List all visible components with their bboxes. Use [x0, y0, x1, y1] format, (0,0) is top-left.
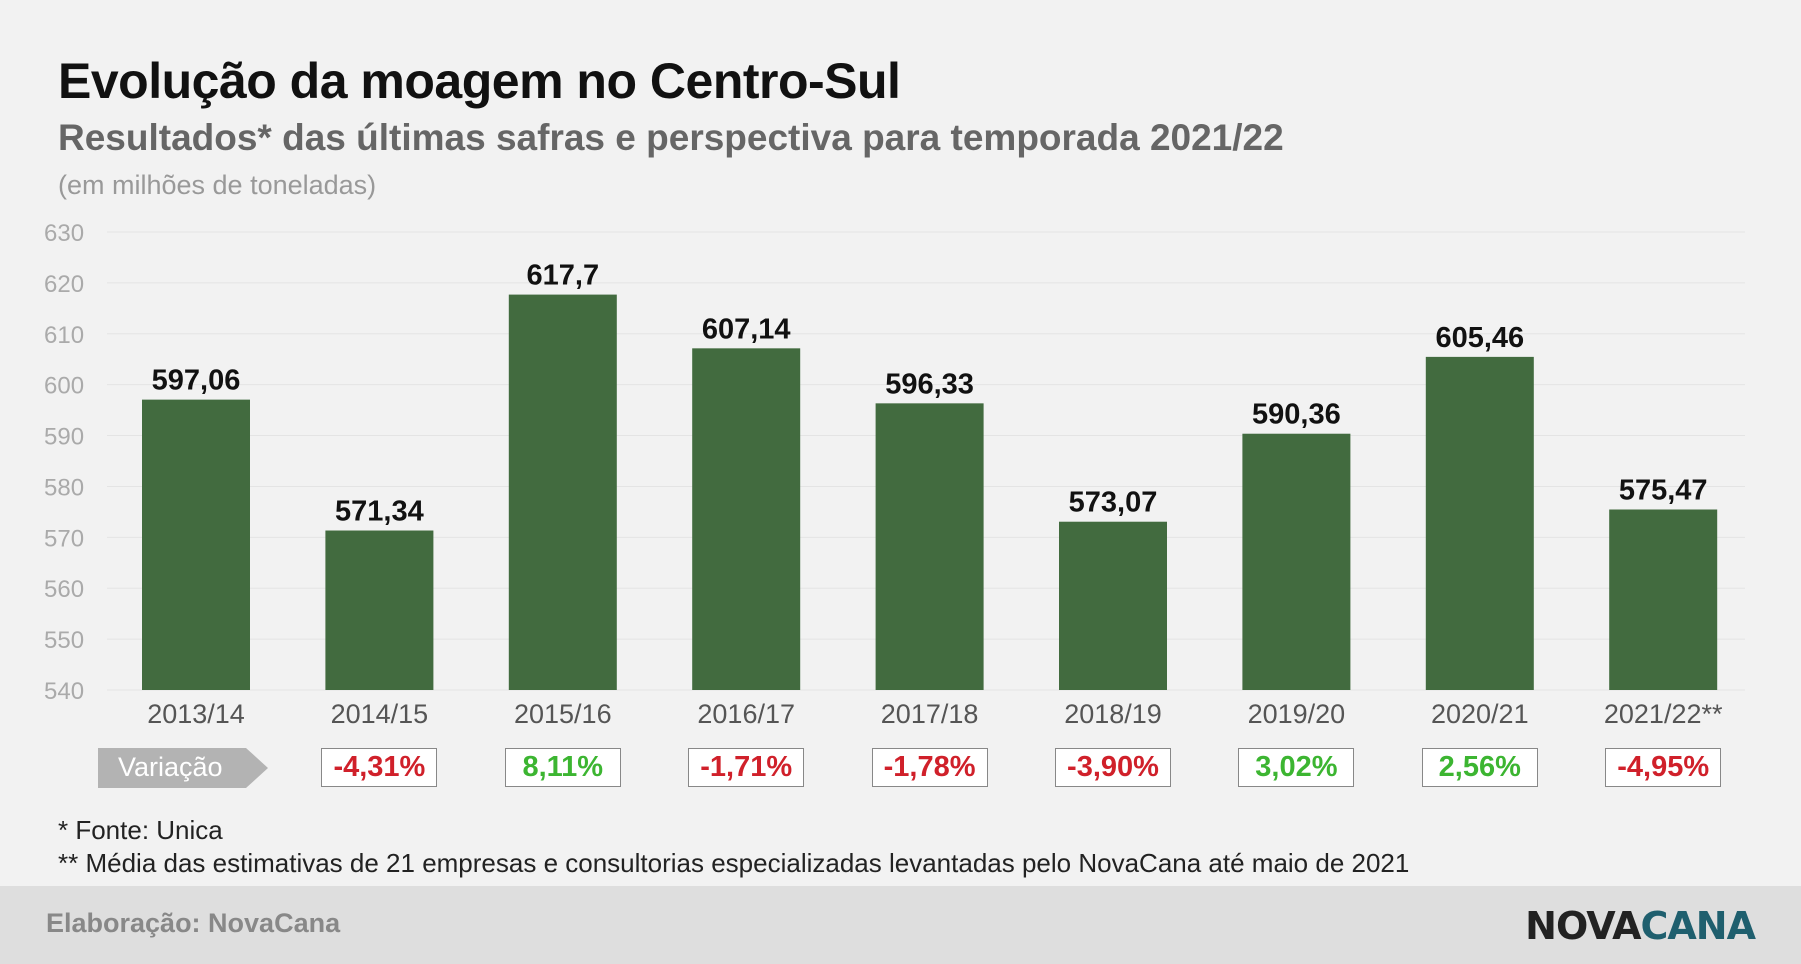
variation-value: -4,31% [321, 748, 438, 787]
footer-bar: Elaboração: NovaCana NOVACANA [0, 886, 1801, 964]
y-tick-label: 580 [44, 474, 84, 501]
y-tick-label: 590 [44, 424, 84, 451]
chart-subtitle: Resultados* das últimas safras e perspec… [58, 117, 1284, 158]
bar-value-label: 596,33 [885, 368, 974, 400]
bar [508, 294, 617, 690]
x-tick-label: 2021/22** [1604, 699, 1723, 729]
y-tick-label: 540 [44, 678, 84, 705]
y-tick-label: 600 [44, 373, 84, 400]
variation-tag-shape [98, 748, 268, 788]
y-tick-label: 570 [44, 525, 84, 552]
variation-tag: Variação [98, 748, 268, 788]
variation-value: 2,56% [1421, 748, 1538, 787]
bar-chart: 540 550 560 570 580 590 600 610 620 630 597,06 2013… [44, 220, 1745, 729]
bar-value-label: 575,47 [1619, 474, 1708, 506]
y-tick-label: 550 [44, 627, 84, 654]
chart-title: Evolução da moagem no Centro-Sul [58, 53, 901, 109]
x-tick-label: 2013/14 [147, 699, 245, 729]
variation-value: -4,95% [1605, 748, 1722, 787]
bar [325, 530, 434, 690]
bar [692, 348, 801, 690]
variation-value: -1,71% [688, 748, 805, 787]
estimate-note: ** Média das estimativas de 21 empresas … [58, 848, 1410, 878]
x-tick-label: 2017/18 [881, 699, 979, 729]
x-tick-label: 2014/15 [331, 699, 429, 729]
x-tick-label: 2015/16 [514, 699, 612, 729]
x-tick-label: 2020/21 [1431, 699, 1529, 729]
unit-note: (em milhões de toneladas) [58, 170, 377, 200]
bar-value-label: 590,36 [1252, 399, 1341, 431]
bar-value-label: 617,7 [527, 260, 600, 292]
bar-value-label: 571,34 [335, 496, 424, 528]
x-tick-label: 2016/17 [697, 699, 795, 729]
variation-value: -1,78% [871, 748, 988, 787]
bar-value-label: 597,06 [152, 365, 241, 397]
bar-value-label: 607,14 [702, 313, 791, 345]
variation-value: 3,02% [1238, 748, 1355, 787]
bar [142, 399, 250, 690]
bar [1609, 509, 1718, 690]
variation-value: -3,90% [1055, 748, 1171, 787]
x-tick-label: 2019/20 [1248, 699, 1346, 729]
bar-value-label: 605,46 [1435, 322, 1524, 354]
variation-value: 8,11% [504, 748, 621, 787]
y-tick-label: 630 [44, 220, 84, 247]
bar [1242, 433, 1351, 690]
y-tick-label: 620 [44, 271, 84, 298]
bar [1425, 356, 1534, 690]
novacana-logo: NOVACANA [1525, 904, 1756, 948]
bar-value-label: 573,07 [1069, 487, 1158, 519]
y-tick-label: 610 [44, 322, 84, 349]
logo-part-nova: NOVA [1525, 904, 1641, 948]
logo-part-cana: CANA [1640, 904, 1756, 948]
variation-label: Variação [118, 752, 223, 782]
footer-credit: Elaboração: NovaCana [46, 908, 341, 938]
y-tick-label: 560 [44, 576, 84, 603]
bar [1059, 521, 1167, 690]
x-tick-label: 2018/19 [1064, 699, 1162, 729]
source-note: * Fonte: Unica [58, 815, 223, 845]
bar [875, 403, 984, 690]
